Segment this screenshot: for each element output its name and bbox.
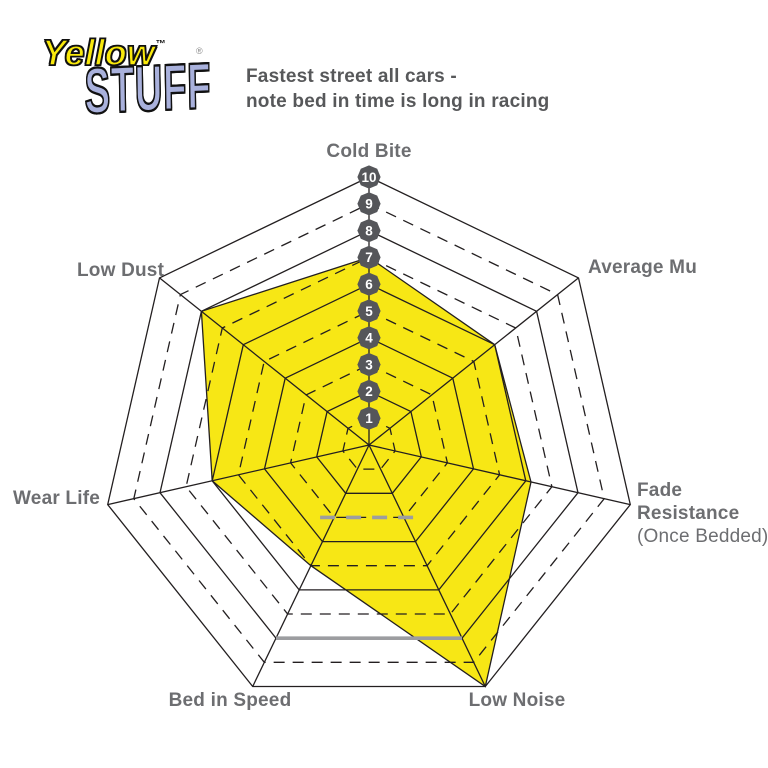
grid-ring-4: [263, 337, 475, 543]
data-polygon-yellowstuff: [200, 256, 532, 688]
scale-badge-3: [357, 353, 381, 377]
scale-badge-label-6: 6: [365, 277, 373, 292]
registered-mark-icon: ®: [196, 46, 203, 56]
scale-badge-label-9: 9: [365, 197, 373, 212]
scale-badge-label-5: 5: [365, 304, 373, 319]
axis-spoke-3: [368, 444, 486, 687]
axis-label-wear-life: Wear Life: [13, 488, 100, 509]
scale-badge-label-2: 2: [365, 384, 373, 399]
chart-title-line2: note bed in time is long in racing: [246, 91, 550, 112]
axis-spoke-6: [159, 277, 370, 446]
grid-ring-6: [211, 283, 527, 591]
scale-badge-label-8: 8: [365, 223, 373, 238]
grid-ring-10: [106, 176, 632, 688]
scale-badge-8: [357, 219, 381, 243]
scale-badge-9: [357, 192, 381, 216]
grid-ring-1: [342, 417, 396, 470]
scale-badge-label-10: 10: [361, 170, 376, 185]
axis-label-fade-resistance: Fade Resistance (Once Bedded): [637, 479, 768, 548]
scale-badge-10: [357, 165, 381, 189]
scale-badge-label-4: 4: [365, 331, 373, 346]
axis-spoke-2: [368, 444, 631, 506]
axis-label-average-mu: Average Mu: [588, 257, 697, 278]
trademark-icon: ™: [155, 39, 166, 50]
chart-title-line1: Fastest street all cars -: [246, 66, 457, 87]
grid-ring-5: [237, 310, 501, 567]
axis-label-bed-in-speed: Bed in Speed: [168, 690, 292, 711]
chart-title: Fastest street all cars - note bed in ti…: [246, 64, 549, 114]
axis-label-fade-line3: (Once Bedded): [637, 526, 768, 547]
scale-badge-4: [357, 326, 381, 350]
axis-label-fade-line1: Fade: [637, 480, 683, 501]
logo-yellow-word: Yellow: [41, 31, 155, 74]
axis-label-cold-bite: Cold Bite: [326, 141, 412, 162]
axis-label-low-noise: Low Noise: [468, 690, 566, 711]
scale-badge-label-3: 3: [365, 357, 373, 372]
scale-badge-2: [357, 379, 381, 403]
grid-ring-3: [289, 363, 449, 519]
scale-badge-1: [357, 406, 381, 430]
scale-badge-6: [357, 272, 381, 296]
axis-label-low-dust: Low Dust: [77, 260, 165, 281]
axis-spoke-1: [368, 277, 579, 446]
brand-logo: STUFF Yellow™ ®: [30, 26, 240, 129]
grid-ring-2: [315, 390, 423, 494]
scale-badge-label-1: 1: [365, 411, 373, 426]
scale-badge-label-7: 7: [365, 250, 373, 265]
axis-spoke-4: [252, 444, 370, 687]
scale-badge-7: [357, 245, 381, 269]
axis-label-fade-line2: Resistance: [637, 503, 740, 524]
grid-ring-9: [133, 203, 605, 663]
scale-badge-5: [357, 299, 381, 323]
logo-yellow-text: Yellow™: [41, 31, 166, 74]
axis-spoke-5: [107, 444, 370, 506]
